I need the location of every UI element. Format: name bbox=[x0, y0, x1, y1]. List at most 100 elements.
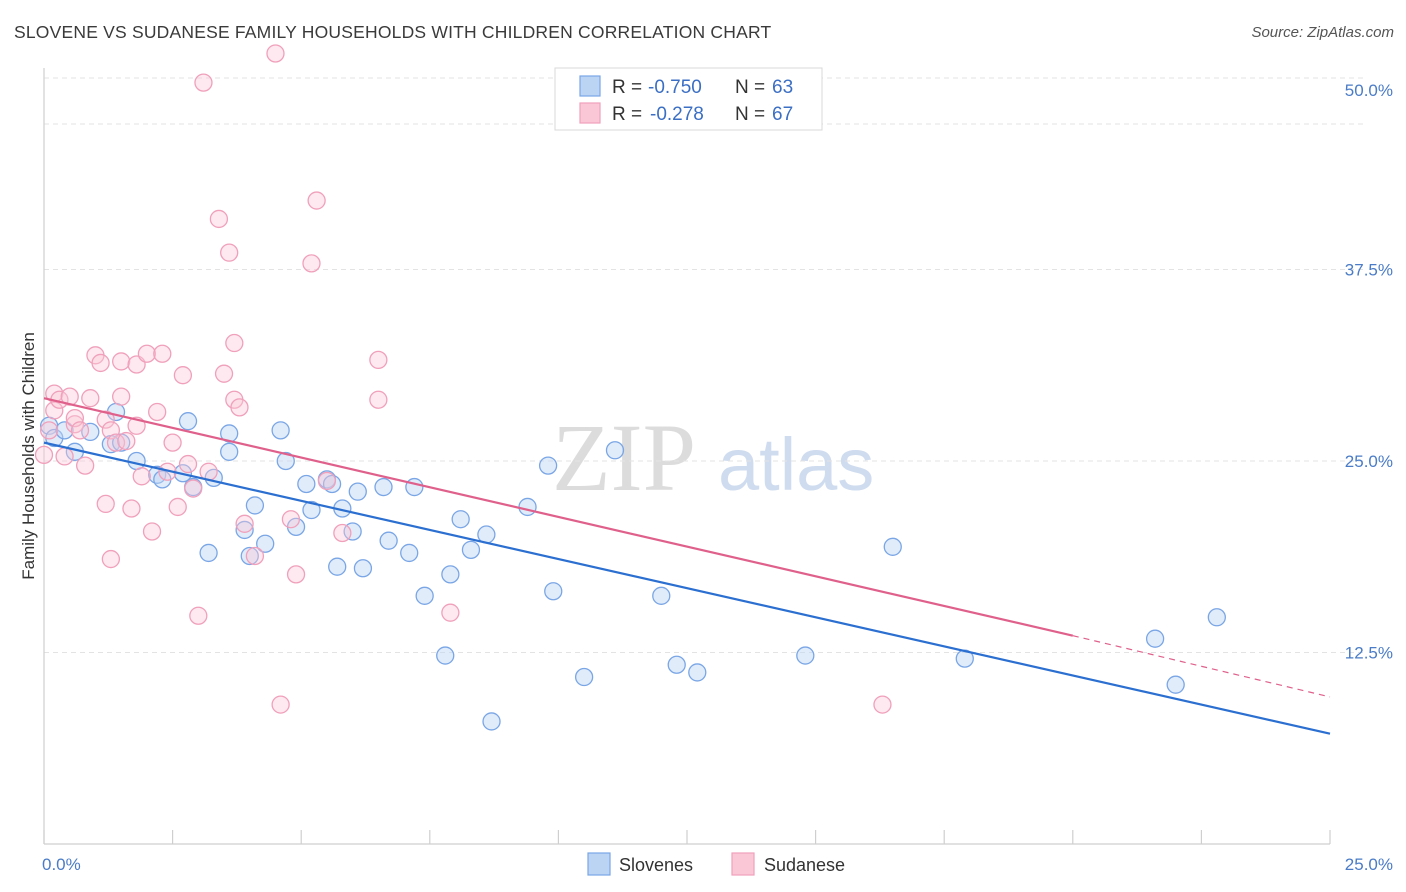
legend-r-label-2: R = bbox=[612, 104, 642, 125]
sudanese-point-20 bbox=[112, 387, 131, 406]
sudanese-point-22 bbox=[122, 499, 141, 518]
slovene-point-19 bbox=[240, 546, 259, 566]
legend-r-label-1: R = bbox=[612, 77, 642, 98]
sudanese-point-45 bbox=[235, 514, 254, 533]
slovene-point-32 bbox=[348, 482, 367, 501]
slovene-point-29 bbox=[328, 557, 347, 576]
sudanese-point-42 bbox=[225, 333, 244, 353]
bottom-legend-sudanese: Sudanese bbox=[764, 855, 845, 875]
sudanese-point-57 bbox=[441, 603, 460, 622]
slovene-point-12 bbox=[178, 412, 198, 431]
y-axis-label: Family Households with Children bbox=[19, 332, 38, 580]
legend-r-value-1: -0.750 bbox=[648, 77, 702, 98]
slovene-point-56 bbox=[1145, 629, 1165, 648]
slovene-point-18 bbox=[235, 520, 254, 540]
bottom-legend-slovenes: Slovenes bbox=[619, 855, 693, 875]
sudanese-point-32 bbox=[168, 497, 187, 517]
trend-lines bbox=[43, 397, 1331, 735]
slovenes-trend-line bbox=[43, 441, 1331, 735]
sudanese-point-52 bbox=[307, 191, 326, 210]
source-label: Source: ZipAtlas.com bbox=[1251, 24, 1394, 41]
slovene-point-16 bbox=[220, 442, 239, 461]
slovene-point-36 bbox=[400, 543, 419, 563]
legend-n-label-1: N = bbox=[735, 77, 765, 98]
sudanese-point-54 bbox=[333, 523, 352, 543]
slovene-point-41 bbox=[451, 510, 470, 529]
slovene-point-22 bbox=[271, 421, 290, 440]
sudanese-point-56 bbox=[369, 350, 388, 370]
sudanese-point-0 bbox=[34, 445, 54, 465]
sudanese-point-15 bbox=[96, 494, 115, 514]
slovene-point-44 bbox=[482, 712, 501, 731]
sudanese-point-21 bbox=[117, 431, 136, 451]
sudanese-point-49 bbox=[281, 510, 301, 529]
legend-swatch-slovenes bbox=[579, 75, 601, 97]
slovene-point-14 bbox=[199, 543, 218, 563]
slovene-point-26 bbox=[302, 500, 321, 520]
sudanese-point-29 bbox=[153, 344, 172, 363]
slovene-point-8 bbox=[127, 451, 146, 471]
gridlines bbox=[44, 77, 1366, 653]
tick-labels: 12.5% 25.0% 37.5% 50.0% 0.0% 25.0% bbox=[42, 81, 1393, 874]
slovene-point-58 bbox=[1207, 608, 1226, 627]
slovene-point-39 bbox=[436, 646, 455, 665]
sudanese-point-13 bbox=[91, 353, 110, 373]
sudanese-points bbox=[34, 44, 892, 714]
sudanese-point-9 bbox=[70, 421, 90, 440]
sudanese-point-31 bbox=[163, 433, 182, 452]
slovene-point-35 bbox=[379, 531, 398, 550]
slovene-point-54 bbox=[883, 537, 902, 556]
slovene-point-21 bbox=[256, 534, 275, 553]
sudanese-point-26 bbox=[137, 344, 157, 363]
slovene-point-40 bbox=[441, 565, 460, 584]
slovene-point-25 bbox=[297, 474, 316, 494]
sudanese-point-41 bbox=[220, 243, 239, 262]
slovene-point-42 bbox=[461, 540, 481, 560]
sudanese-point-44 bbox=[230, 398, 249, 417]
bottom-legend-swatch-sudanese bbox=[731, 852, 755, 876]
sudanese-point-36 bbox=[189, 606, 208, 625]
slovene-point-2 bbox=[55, 421, 74, 440]
legend-n-value-2: 67 bbox=[772, 104, 793, 125]
sudanese-point-27 bbox=[142, 522, 162, 541]
sudanese-point-35 bbox=[184, 479, 203, 498]
slovene-point-28 bbox=[322, 474, 342, 494]
slovene-point-57 bbox=[1166, 675, 1185, 694]
sudanese-point-19 bbox=[112, 352, 131, 371]
slovene-point-46 bbox=[538, 456, 558, 475]
slovene-point-50 bbox=[652, 586, 671, 605]
slovene-point-33 bbox=[353, 559, 373, 578]
sudanese-point-17 bbox=[101, 549, 121, 569]
sudanese-point-46 bbox=[245, 546, 265, 566]
y-tick-label-0: 12.5% bbox=[1345, 644, 1393, 663]
sudanese-point-1 bbox=[39, 421, 59, 440]
legend-n-label-2: N = bbox=[735, 104, 765, 125]
correlation-legend: R = -0.750 N = 63 R = -0.278 N = 67 bbox=[554, 67, 823, 131]
sudanese-point-5 bbox=[55, 447, 74, 466]
slovene-point-45 bbox=[518, 497, 537, 517]
slovene-point-23 bbox=[276, 451, 295, 471]
sudanese-point-14 bbox=[96, 410, 115, 429]
slovene-point-37 bbox=[405, 477, 424, 497]
bottom-legend-swatch-slovenes bbox=[587, 852, 611, 876]
y-tick-label-1: 25.0% bbox=[1345, 452, 1393, 471]
slovene-point-49 bbox=[605, 441, 625, 460]
sudanese-point-34 bbox=[178, 454, 198, 474]
sudanese-point-28 bbox=[148, 402, 167, 422]
series-legend: Slovenes Sudanese bbox=[587, 852, 845, 876]
x-tick-label-0: 0.0% bbox=[42, 855, 81, 874]
sudanese-point-53 bbox=[317, 471, 337, 491]
slovene-point-38 bbox=[415, 586, 434, 605]
sudanese-point-39 bbox=[209, 209, 229, 229]
y-tick-label-3: 50.0% bbox=[1345, 81, 1393, 100]
sudanese-trend-line bbox=[43, 397, 1074, 637]
legend-r-value-2: -0.278 bbox=[650, 104, 704, 125]
slovenes-points bbox=[39, 402, 1226, 731]
slovene-point-51 bbox=[667, 655, 686, 674]
y-tick-label-2: 37.5% bbox=[1345, 261, 1393, 280]
legend-n-value-1: 63 bbox=[772, 77, 793, 98]
slovene-point-53 bbox=[796, 646, 815, 665]
slovene-point-34 bbox=[374, 477, 393, 497]
chart-title: SLOVENE VS SUDANESE FAMILY HOUSEHOLDS WI… bbox=[14, 22, 772, 42]
